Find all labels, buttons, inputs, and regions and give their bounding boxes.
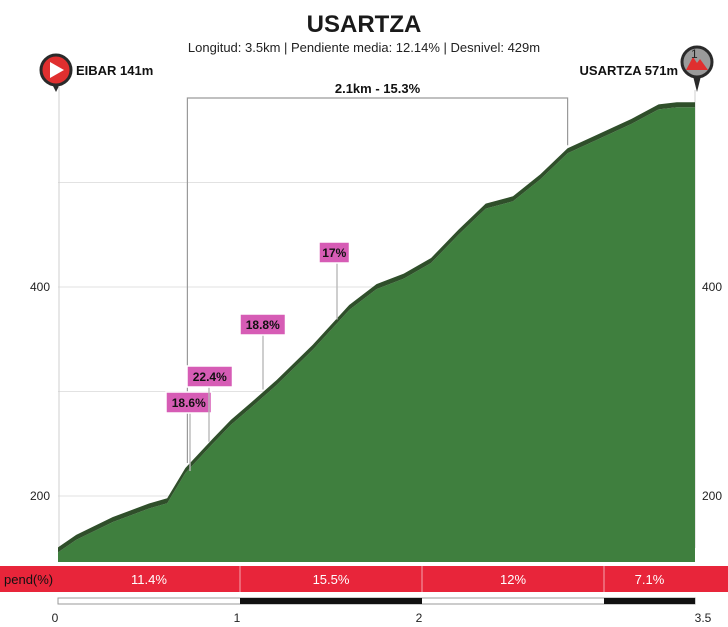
y-tick-label-left: 200 bbox=[30, 489, 50, 503]
x-tick-label: 1 bbox=[234, 611, 241, 625]
axes: 200 200 400 400 bbox=[30, 280, 722, 503]
x-tick-label: 3.5 bbox=[695, 611, 712, 625]
gradient-segment-label: 15.5% bbox=[313, 572, 350, 587]
category-badge: 1 bbox=[691, 47, 698, 61]
scale-bar-segment bbox=[240, 598, 422, 604]
gradient-segment bbox=[604, 566, 695, 592]
gradient-segment bbox=[422, 566, 604, 592]
start-marker bbox=[39, 53, 73, 548]
gradient-segment-label: 7.1% bbox=[635, 572, 665, 587]
x-tick-label: 2 bbox=[416, 611, 423, 625]
gradient-flag: 18.6% bbox=[165, 391, 213, 472]
gradient-segment bbox=[240, 566, 422, 592]
flag-label: 18.8% bbox=[246, 318, 280, 332]
flag-box bbox=[186, 365, 234, 388]
y-tick-label-right: 200 bbox=[702, 489, 722, 503]
scale-bar-segment bbox=[604, 598, 695, 604]
gradient-band: pend(%) 11.4% 15.5% 12% 7.1% bbox=[0, 566, 728, 592]
flag-label: 22.4% bbox=[193, 370, 227, 384]
mountain-icon bbox=[686, 57, 708, 70]
flag-box bbox=[165, 391, 213, 414]
start-label: EIBAR 141m bbox=[76, 63, 153, 78]
gradient-segment-label: 12% bbox=[500, 572, 526, 587]
gradient-flags: 18.6% 22.4% 18.8% 17% bbox=[165, 241, 351, 472]
segment-bracket bbox=[186, 97, 569, 464]
gradient-flag: 22.4% bbox=[186, 365, 234, 442]
end-label: USARTZA 571m bbox=[580, 63, 678, 78]
flag-box bbox=[239, 313, 287, 336]
flag-box bbox=[318, 241, 351, 264]
elevation-fill bbox=[58, 107, 695, 563]
play-icon bbox=[50, 62, 64, 78]
elevation-area bbox=[58, 102, 695, 563]
segment-marker: 2.1km - 15.3% bbox=[186, 81, 569, 464]
gradient-segment-label: 11.4% bbox=[131, 572, 167, 587]
x-tick-label: 0 bbox=[52, 611, 59, 625]
flag-label: 18.6% bbox=[172, 396, 206, 410]
gradient-flag: 18.8% bbox=[239, 313, 287, 390]
y-tick-label-left: 400 bbox=[30, 280, 50, 294]
chart-subtitle: Longitud: 3.5km | Pendiente media: 12.14… bbox=[188, 40, 540, 55]
gradient-segment bbox=[58, 566, 240, 592]
segment-label: 2.1km - 15.3% bbox=[335, 81, 421, 96]
flag-label: 17% bbox=[322, 246, 346, 260]
x-axis: 0 1 2 3.5 bbox=[52, 597, 712, 625]
y-tick-label-right: 400 bbox=[702, 280, 722, 294]
gradient-flag: 17% bbox=[318, 241, 351, 320]
chart-title: USARTZA bbox=[307, 11, 422, 38]
gradient-band-header: pend(%) bbox=[4, 572, 53, 587]
